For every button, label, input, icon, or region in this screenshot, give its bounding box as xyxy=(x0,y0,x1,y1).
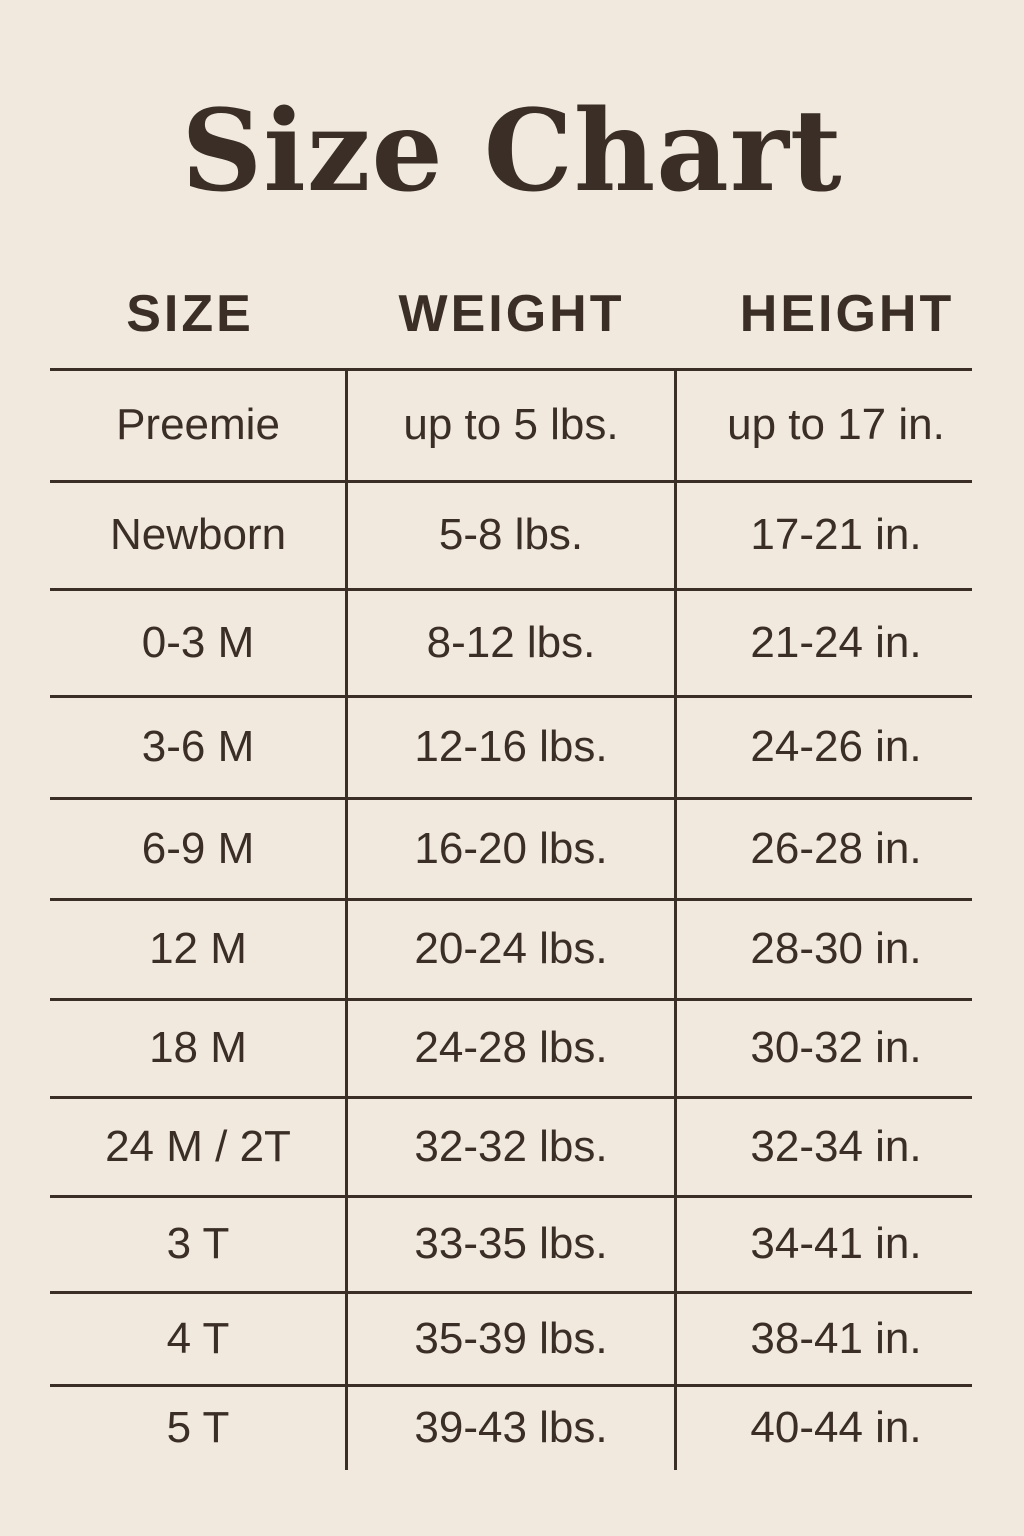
size-cell: 24 M / 2T xyxy=(105,1121,291,1171)
height-cell: 24-26 in. xyxy=(750,722,922,771)
row-divider xyxy=(50,797,972,800)
size-cell: 4 T xyxy=(166,1313,230,1363)
height-cell: 17-21 in. xyxy=(750,510,922,559)
weight-cell: 20-24 lbs. xyxy=(414,924,608,973)
row-divider xyxy=(50,588,972,591)
header-weight: WEIGHT xyxy=(398,285,625,343)
row-divider xyxy=(50,898,972,901)
size-cell: 5 T xyxy=(166,1402,230,1452)
weight-cell: 8-12 lbs. xyxy=(426,617,596,667)
size-cell: 3 T xyxy=(166,1219,230,1268)
weight-cell: 35-39 lbs. xyxy=(414,1313,608,1363)
size-cell: 12 M xyxy=(149,924,247,973)
row-divider xyxy=(50,368,972,371)
weight-cell: 12-16 lbs. xyxy=(414,722,608,771)
size-cell: 0-3 M xyxy=(141,617,255,667)
height-cell: 21-24 in. xyxy=(750,617,922,667)
size-cell: Preemie xyxy=(116,400,280,449)
header-size: SIZE xyxy=(126,285,254,343)
weight-cell: 16-20 lbs. xyxy=(414,823,608,873)
size-cell: 18 M xyxy=(149,1023,247,1072)
weight-cell: 33-35 lbs. xyxy=(414,1219,608,1268)
height-cell: 40-44 in. xyxy=(750,1402,922,1452)
row-divider xyxy=(50,998,972,1001)
row-divider xyxy=(50,1384,972,1387)
size-cell: 3-6 M xyxy=(141,722,255,771)
row-divider xyxy=(50,695,972,698)
weight-cell: 5-8 lbs. xyxy=(438,510,584,559)
row-divider xyxy=(50,480,972,483)
height-cell: 38-41 in. xyxy=(750,1313,922,1363)
page-title: Size Chart xyxy=(181,86,843,217)
weight-cell: 39-43 lbs. xyxy=(414,1402,608,1452)
height-cell: 34-41 in. xyxy=(750,1219,922,1268)
height-cell: 26-28 in. xyxy=(750,823,922,873)
height-cell: 30-32 in. xyxy=(750,1023,922,1072)
weight-cell: 32-32 lbs. xyxy=(414,1121,608,1171)
height-cell: up to 17 in. xyxy=(727,400,945,449)
header-height: HEIGHT xyxy=(739,285,955,343)
weight-cell: up to 5 lbs. xyxy=(403,400,619,449)
row-divider xyxy=(50,1291,972,1294)
column-divider xyxy=(674,369,677,1470)
size-cell: Newborn xyxy=(109,510,287,559)
column-divider xyxy=(345,369,348,1470)
height-cell: 28-30 in. xyxy=(750,924,922,973)
row-divider xyxy=(50,1096,972,1099)
weight-cell: 24-28 lbs. xyxy=(414,1023,608,1072)
height-cell: 32-34 in. xyxy=(750,1121,922,1171)
row-divider xyxy=(50,1195,972,1198)
size-cell: 6-9 M xyxy=(141,823,255,873)
